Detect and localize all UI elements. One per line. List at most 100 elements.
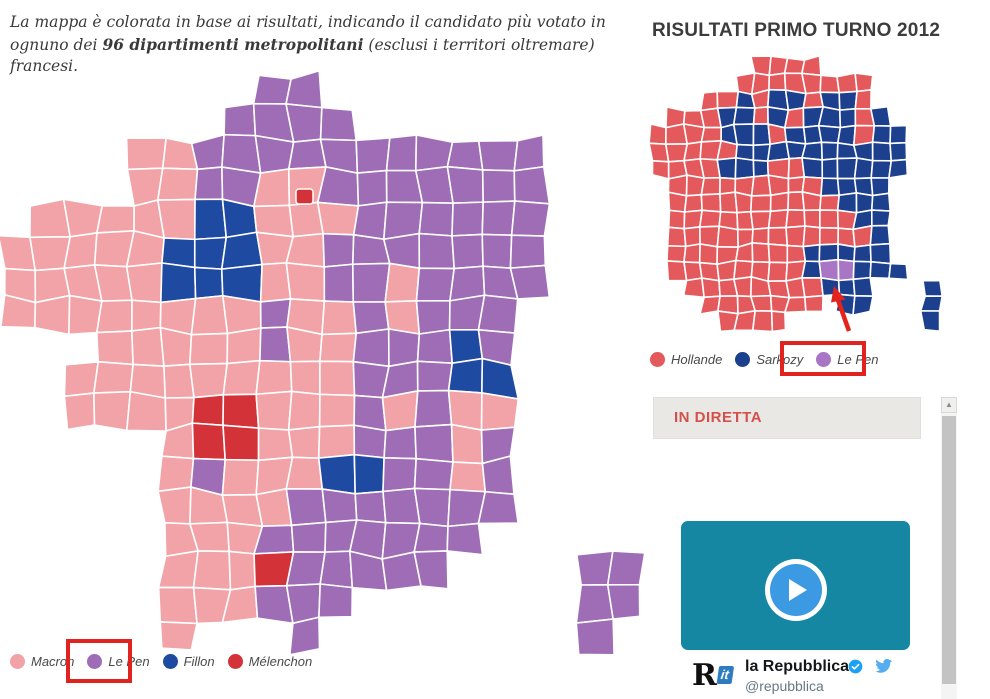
department-cell (785, 208, 806, 229)
department-cell (787, 191, 806, 212)
department-cell (889, 124, 908, 145)
department-cell (381, 390, 419, 432)
legend-swatch-lepen-2012 (816, 352, 832, 367)
department-cell (683, 226, 701, 248)
department-cell (418, 201, 454, 237)
department-cell (319, 106, 358, 142)
department-cell (749, 194, 772, 213)
department-cell (223, 102, 257, 137)
play-button[interactable] (764, 558, 827, 621)
department-cell (194, 166, 224, 201)
department-cell (285, 262, 326, 302)
department-cell (870, 105, 892, 127)
department-cell (732, 106, 756, 126)
department-cell (382, 457, 417, 493)
department-cell (667, 209, 686, 230)
live-feed-scrollbar[interactable]: ▲ (941, 397, 957, 699)
department-cell (817, 124, 842, 144)
department-cell (752, 123, 771, 147)
department-cell (801, 260, 822, 279)
legend-swatch-hollande (650, 352, 665, 367)
department-cell (416, 360, 454, 392)
twitter-bird-icon[interactable] (873, 657, 894, 675)
department-cell (509, 234, 547, 269)
department-cell (821, 157, 839, 180)
department-cell (354, 490, 387, 524)
department-cell (837, 243, 856, 263)
department-cell (750, 294, 773, 312)
department-cell (159, 621, 198, 651)
department-cell (481, 357, 520, 400)
department-cell (683, 194, 703, 213)
legend-swatch-fillon (162, 654, 178, 669)
intro-text-after: (esclusi i territori oltremare) francesi… (10, 35, 595, 76)
department-cell (733, 276, 753, 298)
department-cell (387, 328, 421, 368)
scrollbar-thumb[interactable] (942, 416, 956, 684)
department-cell (751, 242, 771, 264)
department-cell (699, 295, 721, 315)
department-cell (446, 140, 484, 171)
tweet-author-handle[interactable]: @repubblica (745, 678, 824, 694)
department-cell (698, 243, 719, 266)
department-cell (888, 158, 909, 179)
department-cell (837, 124, 857, 147)
department-cell (683, 243, 701, 264)
department-cell (576, 550, 614, 586)
department-cell (96, 330, 134, 366)
department-cell (321, 488, 358, 524)
department-cell (700, 193, 722, 213)
department-cell (801, 191, 822, 212)
department-cell (383, 426, 417, 460)
department-cell (318, 583, 354, 619)
department-cell (93, 360, 134, 394)
department-cell (716, 225, 739, 248)
department-cell (698, 209, 722, 228)
department-cell (889, 141, 908, 162)
department-cell (449, 461, 487, 493)
department-cell (259, 298, 292, 329)
department-cell (418, 232, 455, 270)
legend-label-melenchon: Mélenchon (248, 654, 313, 669)
department-cell (818, 226, 840, 246)
department-cell (801, 72, 822, 95)
department-cell (352, 301, 390, 335)
department-cell (285, 456, 324, 490)
legend-item-hollande: Hollande (650, 352, 722, 367)
department-cell (356, 169, 388, 207)
results-2012-title: RISULTATI PRIMO TURNO 2012 (652, 20, 941, 41)
department-cell (651, 160, 670, 180)
play-button-circle[interactable] (769, 563, 822, 616)
department-cell (322, 232, 355, 268)
department-cell (801, 277, 824, 299)
video-player[interactable] (681, 521, 910, 650)
department-cell (125, 230, 165, 268)
department-cell (415, 299, 451, 335)
tweet-author-name[interactable]: la Repubblica (745, 658, 850, 675)
department-cell (837, 258, 855, 282)
department-cell (353, 453, 385, 495)
department-cell (477, 139, 519, 172)
legend-label-lepen-2012: Le Pen (837, 352, 879, 367)
legend-swatch-sarkozy (735, 352, 751, 367)
department-cell (575, 618, 615, 656)
legend-label-macron: Macron (31, 654, 75, 669)
department-cell (160, 262, 197, 304)
department-cell (323, 263, 355, 303)
department-cell (125, 137, 167, 171)
department-cell (481, 233, 513, 269)
department-cell (221, 294, 262, 335)
department-cell (477, 490, 519, 525)
department-cell (254, 134, 295, 174)
department-cell (870, 159, 893, 179)
department-cell (252, 74, 292, 105)
legend-swatch-macron (10, 654, 25, 669)
department-cell (804, 294, 824, 313)
department-cell (869, 242, 892, 265)
department-cell (870, 192, 892, 212)
scroll-up-arrow-icon[interactable]: ▲ (941, 397, 957, 413)
department-cell (785, 225, 806, 248)
department-cell (157, 486, 192, 525)
